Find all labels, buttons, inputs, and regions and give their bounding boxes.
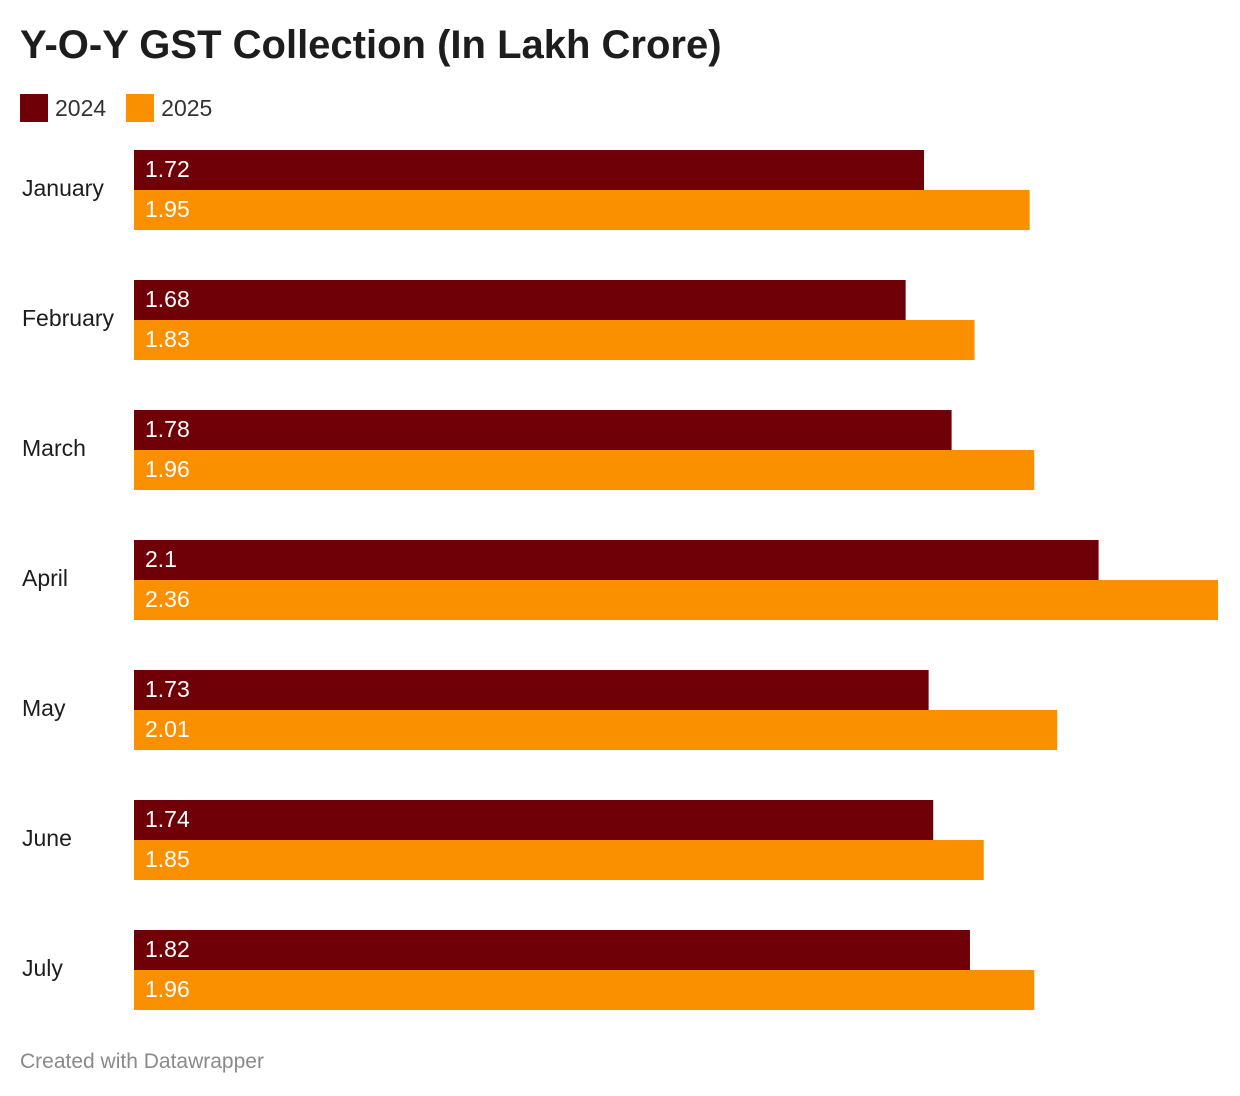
data-label-2024-june: 1.74: [145, 806, 190, 832]
category-label-june: June: [22, 825, 72, 851]
data-label-2025-july: 1.96: [145, 976, 190, 1002]
data-label-2025-january: 1.95: [145, 196, 190, 222]
bar-2024-april: [134, 540, 1099, 580]
legend-label-2024: 2024: [55, 95, 107, 121]
data-label-2025-april: 2.36: [145, 586, 190, 612]
data-label-2025-may: 2.01: [145, 716, 190, 742]
bar-2025-january: [134, 190, 1030, 230]
bar-group-january: January 1.72 1.95: [22, 150, 1030, 230]
data-label-2024-january: 1.72: [145, 156, 190, 182]
bar-2024-january: [134, 150, 925, 190]
bar-2025-april: [134, 580, 1218, 620]
category-label-july: July: [22, 955, 63, 981]
bar-2025-july: [134, 970, 1035, 1010]
bar-2025-may: [134, 710, 1058, 750]
data-label-2024-may: 1.73: [145, 676, 190, 702]
legend-swatch-2024: [20, 94, 48, 122]
category-label-may: May: [22, 695, 66, 721]
bar-group-february: February 1.68 1.83: [22, 280, 975, 360]
legend-label-2025: 2025: [161, 95, 213, 121]
data-label-2024-february: 1.68: [145, 286, 190, 312]
bar-group-april: April 2.1 2.36: [22, 540, 1218, 620]
bar-2025-march: [134, 450, 1035, 490]
bar-2025-february: [134, 320, 975, 360]
data-label-2024-march: 1.78: [145, 416, 190, 442]
data-label-2025-february: 1.83: [145, 326, 190, 352]
category-label-april: April: [22, 565, 68, 591]
bar-2024-march: [134, 410, 952, 450]
bar-group-may: May 1.73 2.01: [22, 670, 1058, 750]
data-label-2024-july: 1.82: [145, 936, 190, 962]
category-label-february: February: [22, 305, 115, 331]
bar-2024-june: [134, 800, 934, 840]
bar-2024-may: [134, 670, 929, 710]
bar-group-june: June 1.74 1.85: [22, 800, 984, 880]
data-label-2025-march: 1.96: [145, 456, 190, 482]
bar-group-march: March 1.78 1.96: [22, 410, 1035, 490]
legend-item-2025: 2025: [126, 94, 212, 122]
category-label-january: January: [22, 175, 104, 201]
footer-credit: Created with Datawrapper: [20, 1050, 264, 1073]
bar-group-july: July 1.82 1.96: [22, 930, 1035, 1010]
data-label-2024-april: 2.1: [145, 546, 177, 572]
chart-title: Y-O-Y GST Collection (In Lakh Crore): [20, 23, 722, 67]
bar-2025-june: [134, 840, 984, 880]
bar-chart: January 1.72 1.95 February 1.68 1.83 March 1.78…: [22, 150, 1218, 1010]
legend-swatch-2025: [126, 94, 155, 122]
bar-2024-july: [134, 930, 970, 970]
legend: 2024 2025: [20, 93, 232, 123]
legend-item-2024: 2024: [20, 94, 106, 122]
bar-2024-february: [134, 280, 906, 320]
category-label-march: March: [22, 435, 86, 461]
data-label-2025-june: 1.85: [145, 846, 190, 872]
